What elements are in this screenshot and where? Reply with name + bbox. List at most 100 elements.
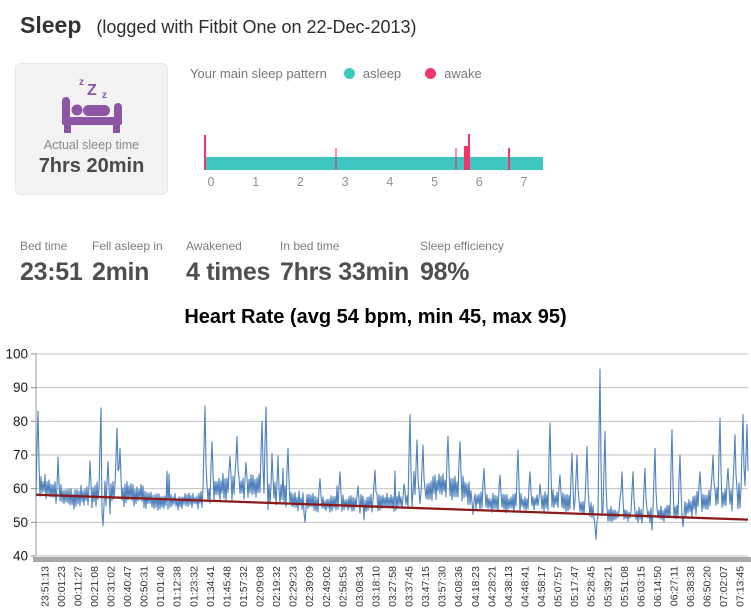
bed-headboard (61, 97, 70, 121)
x-axis-label: 04:48:41 (519, 566, 531, 607)
hour-tick-label: 2 (296, 175, 304, 189)
x-axis-label: 02:29:23 (288, 566, 300, 607)
asleep-dot-icon (343, 68, 355, 79)
x-axis-label: 00:40:47 (122, 566, 134, 607)
zzz-big: Z (87, 82, 97, 99)
page-header: Sleep (logged with Fitbit One on 22-Dec-… (20, 12, 417, 39)
bed-leg-right (112, 125, 120, 133)
x-axis-label: 02:19:32 (271, 566, 283, 607)
bed-leg-left (63, 125, 71, 133)
bed-footboard (113, 103, 122, 121)
stat-awakened: Awakened 4 times (186, 239, 270, 287)
stat-label: Fell asleep in (92, 239, 163, 253)
x-axis-label: 07:13:45 (735, 566, 747, 607)
stat-label: Awakened (186, 239, 242, 253)
stat-value: 98% (420, 258, 470, 286)
x-axis-label: 01:57:32 (238, 566, 250, 607)
x-axis-label: 01:34:41 (205, 566, 217, 607)
x-axis-label: 04:18:23 (470, 566, 482, 607)
page-subtitle: (logged with Fitbit One on 22-Dec-2013) (96, 17, 417, 37)
awake-mark (464, 146, 470, 170)
x-axis-label: 06:38:38 (685, 566, 697, 607)
sleeping-bed-icon: z Z z (61, 77, 122, 133)
x-axis-label: 03:18:10 (370, 566, 382, 607)
actual-sleep-time-value: 7hrs 20min (38, 155, 145, 177)
legend-item-asleep: asleep (343, 66, 402, 81)
awake-mark (467, 134, 470, 170)
sleeper-head (71, 104, 82, 116)
x-axis-label: 00:21:08 (89, 566, 101, 607)
x-axis-label: 03:08:34 (354, 566, 366, 607)
awake-label: awake (444, 66, 482, 81)
stat-value: 7hrs 33min (280, 258, 410, 286)
stat-value: 4 times (186, 258, 271, 286)
x-axis-label: 03:37:45 (404, 566, 416, 607)
x-axis-label: 07:02:07 (718, 566, 730, 607)
x-axis-label: 03:27:58 (387, 566, 399, 607)
x-axis-label: 01:23:32 (188, 566, 200, 607)
x-axis-label: 00:50:31 (139, 566, 151, 607)
x-axis-label: 02:39:09 (304, 566, 316, 607)
zzz-small-1: z (79, 77, 84, 88)
y-axis-label: 90 (13, 380, 28, 395)
x-axis-label: 05:17:47 (569, 566, 581, 607)
actual-sleep-time-label: Actual sleep time (43, 138, 140, 152)
x-axis-label: 03:47:15 (420, 566, 432, 607)
hour-tick-label: 1 (252, 175, 260, 189)
hour-tick-label: 5 (431, 175, 439, 189)
x-axis-label: 05:07:57 (553, 566, 565, 607)
x-axis-label: 00:31:02 (106, 566, 118, 607)
stat-label: Bed time (20, 239, 68, 253)
x-axis-label: 06:50:20 (702, 566, 714, 607)
hour-tick-label: 7 (520, 175, 528, 189)
x-axis-label: 04:08:36 (453, 566, 465, 607)
x-axis-label: 04:28:21 (486, 566, 498, 607)
page-title: Sleep (20, 12, 82, 38)
y-axis-label: 80 (13, 414, 28, 429)
awake-dot-icon (425, 68, 437, 79)
bed-base (61, 117, 122, 125)
y-axis-label: 70 (13, 448, 28, 463)
hour-tick-label: 0 (207, 175, 215, 189)
stat-in-bed-time: In bed time 7hrs 33min (280, 239, 409, 287)
stat-sleep-efficiency: Sleep efficiency 98% (420, 239, 504, 287)
sleeper-body (82, 105, 110, 116)
x-axis-bar (33, 557, 751, 562)
awake-mark (335, 148, 338, 170)
x-axis-label: 01:45:48 (221, 566, 233, 607)
x-axis-label: 05:39:21 (602, 566, 614, 607)
x-axis-label: 00:01:23 (56, 566, 68, 607)
awake-mark (455, 148, 457, 170)
stat-fell-asleep-in: Fell asleep in 2min (92, 239, 163, 287)
stat-label: Sleep efficiency (420, 239, 504, 253)
x-axis-label: 04:38:13 (503, 566, 515, 607)
heart-rate-chart: 40 50 60 70 80 90 100 23:51:13 00:01:23 00:11:27 0… (5, 347, 751, 607)
x-axis-label: 06:14:50 (652, 566, 664, 607)
x-axis-label: 06:27:11 (668, 566, 680, 606)
hr-trend-line (35, 493, 749, 521)
heart-rate-title: Heart Rate (avg 54 bpm, min 45, max 95) (184, 306, 567, 328)
stat-label: In bed time (280, 239, 340, 253)
awake-mark (203, 135, 206, 170)
awake-mark (508, 148, 511, 170)
x-axis-label: 06:03:15 (635, 566, 647, 607)
x-axis-label: 05:28:45 (586, 566, 598, 607)
y-axis-label: 100 (5, 347, 28, 362)
asleep-label: asleep (362, 66, 402, 81)
x-axis-label: 00:11:27 (72, 566, 84, 606)
x-axis-label: 23:51:13 (39, 566, 51, 607)
actual-sleep-time-card: z Z z Actual sleep time 7hrs 20min (15, 63, 168, 195)
legend-item-awake: awake (425, 66, 482, 81)
x-axis-label: 05:51:08 (619, 566, 631, 607)
legend-caption: Your main sleep pattern (190, 66, 327, 81)
x-axis-label: 03:57:30 (437, 566, 449, 607)
hr-series-line (35, 368, 749, 540)
x-axis-label: 01:12:38 (172, 566, 184, 607)
y-axis-label: 60 (13, 481, 28, 496)
hour-tick-label: 4 (386, 175, 394, 189)
zzz-small-2: z (102, 90, 107, 101)
hour-tick-label: 3 (341, 175, 349, 189)
hour-tick-label: 6 (475, 175, 483, 189)
stat-value: 23:51 (20, 258, 83, 286)
